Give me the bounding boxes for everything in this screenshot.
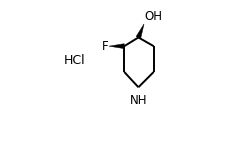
Text: HCl: HCl [64,54,85,67]
Text: OH: OH [145,10,163,23]
Polygon shape [109,44,124,49]
Polygon shape [136,24,144,38]
Text: F: F [101,40,108,53]
Text: NH: NH [130,94,147,107]
